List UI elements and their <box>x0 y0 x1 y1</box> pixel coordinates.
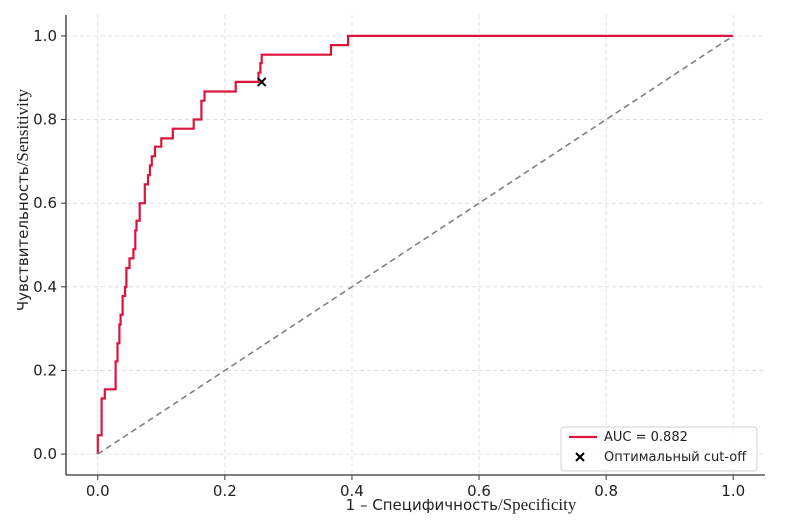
x-axis-label-ru: 1 – Специфичность <box>346 496 498 514</box>
cutoff-marker-stroke <box>257 77 267 87</box>
axes <box>65 15 765 476</box>
series-layer <box>96 34 734 455</box>
roc-curve-line <box>96 34 734 455</box>
markers-layer <box>257 77 267 87</box>
y-tick-label: 0.2 <box>33 361 57 379</box>
y-tick-label: 0.4 <box>33 278 57 296</box>
x-tick-label: 0.8 <box>594 482 618 500</box>
legend-swatch-cutoff <box>575 452 585 462</box>
legend-x-stroke <box>575 452 585 462</box>
y-axis-label: Чувствительность/Sensitivity <box>13 88 32 311</box>
legend: AUC = 0.882 Оптимальный cut-off <box>560 426 758 472</box>
x-tick-label: 0.0 <box>86 482 110 500</box>
x-tick-label: 0.6 <box>467 482 491 500</box>
x-tick-label: 0.4 <box>340 482 364 500</box>
x-axis-label-en: /Specificity <box>498 495 577 514</box>
y-axis-label-en: /Sensitivity <box>13 88 32 166</box>
legend-label-auc: AUC = 0.882 <box>604 430 688 445</box>
y-tick-label: 0.6 <box>33 194 57 212</box>
y-tick-label: 0.0 <box>33 445 57 463</box>
y-axis-label-ru: Чувствительность <box>14 166 32 311</box>
chance-diagonal-line <box>97 35 734 455</box>
legend-box <box>560 426 758 472</box>
optimal-cutoff-marker <box>257 77 267 87</box>
y-tick-label: 1.0 <box>33 27 57 45</box>
ticks: 0.0 0.2 0.4 0.6 0.8 1.0 0.0 0.2 0.4 0.6 0.8 1.0 <box>33 27 745 500</box>
x-tick-label: 1.0 <box>721 482 745 500</box>
x-axis-label: 1 – Специфичность/Specificity <box>346 495 577 514</box>
y-tick-label: 0.8 <box>33 111 57 129</box>
legend-label-cutoff: Оптимальный cut-off <box>604 450 747 465</box>
x-tick-label: 0.2 <box>213 482 237 500</box>
